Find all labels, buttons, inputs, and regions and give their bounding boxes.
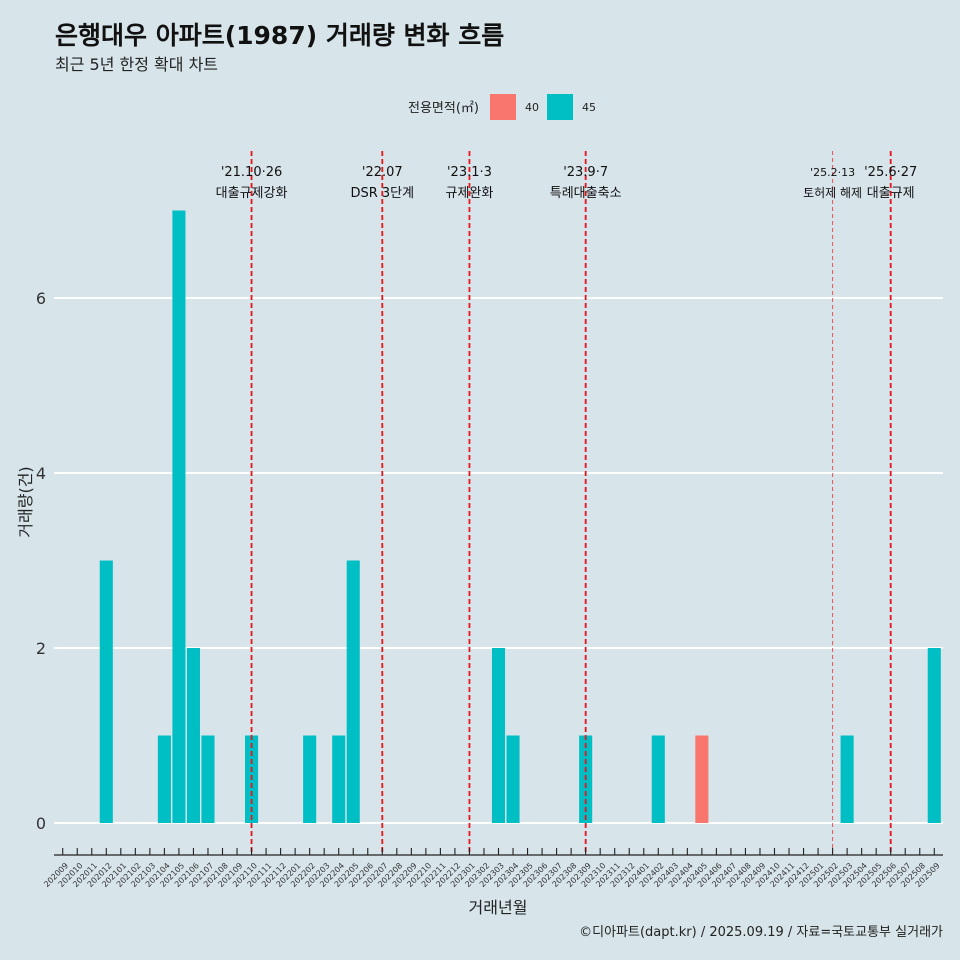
annotation-label: 대출규제 — [867, 186, 915, 201]
annotation-label: 규제완화 — [446, 186, 494, 201]
chart-title: 은행대우 아파트(1987) 거래량 변화 흐름 — [55, 21, 504, 50]
legend: 전용면적(㎡) 40 45 — [408, 94, 596, 120]
bar-45-202106 — [186, 648, 200, 823]
bar-45-202104 — [157, 735, 171, 823]
chart-subtitle: 최근 5년 한정 확대 차트 — [55, 55, 218, 74]
legend-label-45: 45 — [582, 101, 596, 114]
bar-45-202402 — [651, 735, 665, 823]
legend-key-45 — [547, 94, 573, 120]
bars — [99, 210, 941, 823]
annotation-lines — [250, 151, 892, 853]
legend-label-40: 40 — [525, 101, 539, 114]
annotation-label: 토허제 해제 — [803, 186, 862, 200]
bar-45-202012 — [99, 560, 113, 823]
annotation-date: '23.9·7 — [563, 165, 608, 180]
y-axis-title: 거래량(건) — [16, 466, 35, 537]
legend-title: 전용면적(㎡) — [408, 101, 479, 116]
caption: ©디아파트(dapt.kr) / 2025.09.19 / 자료=국토교통부 실… — [579, 925, 943, 940]
y-tick-label: 4 — [36, 464, 46, 483]
annotation-label: 특례대출축소 — [550, 186, 622, 201]
x-axis-title: 거래년월 — [469, 898, 528, 917]
legend-key-40 — [490, 94, 516, 120]
y-tick-labels: 0 2 4 6 — [36, 289, 46, 833]
x-ticks — [62, 848, 935, 855]
annotation-date: '22.07 — [362, 165, 403, 180]
annotation-texts: '21.10·26 대출규제강화 '22.07 DSR 3단계 '23.1·3 규제완화 '… — [216, 165, 918, 201]
bar-45-202204 — [332, 735, 346, 823]
y-tick-label: 6 — [36, 289, 46, 308]
y-tick-label: 2 — [36, 639, 46, 658]
annotation-date: '25.2·13 — [810, 166, 855, 179]
bar-45-202202 — [303, 735, 317, 823]
annotation-date: '25.6·27 — [864, 165, 917, 180]
annotation-label: DSR 3단계 — [350, 186, 414, 201]
bar-45-202107 — [201, 735, 215, 823]
bar-45-202304 — [506, 735, 520, 823]
bar-45-202503 — [840, 735, 854, 823]
bar-45-202105 — [172, 210, 186, 823]
annotation-date: '21.10·26 — [221, 165, 282, 180]
bar-40-202405 — [695, 735, 709, 823]
bar-45-202205 — [346, 560, 360, 823]
bar-45-202303 — [491, 648, 506, 823]
annotation-date: '23.1·3 — [447, 165, 492, 180]
bar-45-202509 — [927, 648, 941, 823]
y-tick-label: 0 — [36, 814, 46, 833]
annotation-label: 대출규제강화 — [216, 186, 288, 201]
